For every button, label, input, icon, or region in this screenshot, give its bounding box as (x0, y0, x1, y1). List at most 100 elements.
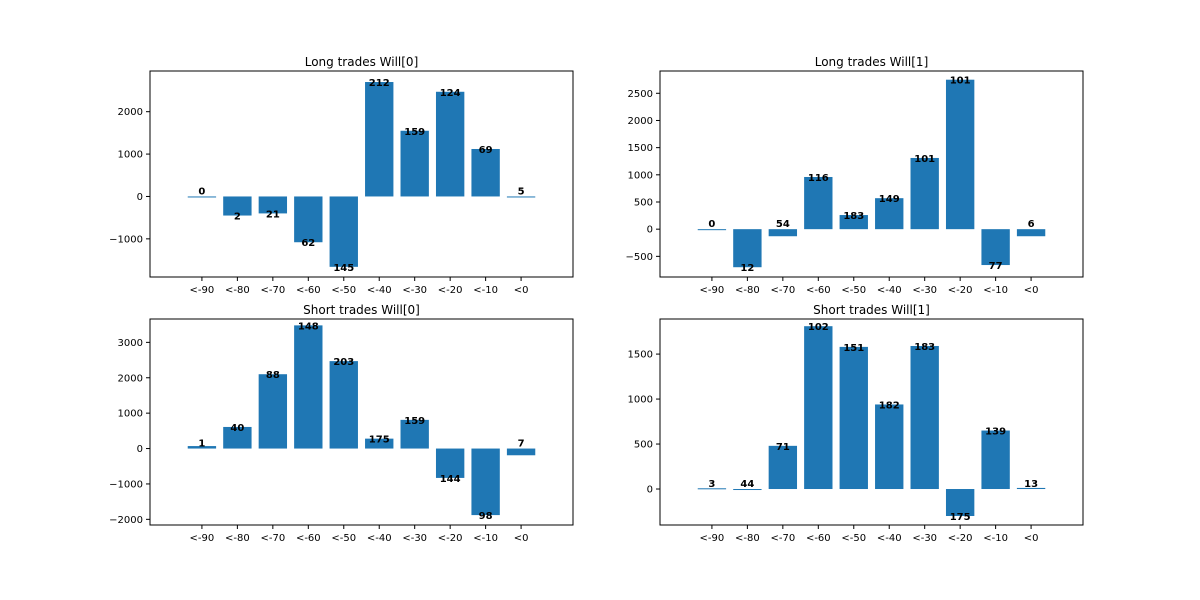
data-label: 77 (989, 261, 1003, 272)
data-label: 62 (301, 238, 315, 249)
data-label: 71 (776, 442, 790, 453)
data-label: 212 (369, 78, 390, 89)
data-label: 7 (518, 439, 525, 450)
x-tick-label: <-80 (225, 533, 250, 544)
x-tick-label: <-60 (296, 285, 321, 296)
y-tick-label: 1500 (628, 350, 653, 361)
bar-<-80 (733, 489, 762, 491)
y-tick-label: −1000 (109, 234, 143, 245)
bar-<-60 (804, 176, 833, 230)
x-tick-label: <-70 (770, 285, 795, 296)
y-tick-label: 1500 (628, 143, 653, 154)
y-tick-label: 1000 (628, 170, 653, 181)
subplot-short-will1: Short trades Will[1] 3 44 71 102 151 182 183 175… (628, 303, 1084, 544)
data-label: 175 (369, 435, 390, 446)
bar-<-50 (839, 346, 868, 490)
y-tick-label: 2000 (118, 373, 143, 384)
bar-<-60 (294, 325, 323, 449)
data-label: 159 (404, 416, 425, 427)
data-label: 40 (230, 423, 244, 434)
y-tick-label: 1000 (628, 395, 653, 406)
bar-<-70 (768, 445, 798, 490)
data-label: 151 (843, 343, 864, 354)
y-tick-label: 2500 (628, 89, 653, 100)
y-tick-label: 3000 (118, 338, 143, 349)
bar-<-90 (187, 446, 217, 449)
subplot-short-will0: Short trades Will[0] 1 40 88 148 203 175 159 144… (109, 303, 574, 544)
axes-frame (149, 70, 574, 278)
bar-<-30 (400, 130, 429, 197)
bar-<-90 (697, 488, 727, 490)
bar-<-20 (945, 79, 975, 230)
data-label: 159 (404, 127, 425, 138)
bar-<-50 (839, 215, 868, 230)
bar-<-20 (435, 91, 465, 197)
bar-<-40 (365, 438, 394, 449)
bar-<-80 (223, 196, 252, 216)
data-label: 5 (518, 186, 525, 197)
bar-<-70 (768, 229, 798, 237)
data-label: 175 (950, 512, 971, 523)
x-tick-label: <-30 (402, 533, 427, 544)
bar-<0 (506, 448, 536, 456)
axes-frame (149, 318, 574, 526)
data-label: 183 (843, 211, 864, 222)
data-label: 69 (479, 145, 493, 156)
x-tick-label: <-40 (877, 533, 902, 544)
y-tick-label: −1000 (109, 479, 143, 490)
x-tick-label: <-80 (735, 285, 760, 296)
y-tick-label: 0 (647, 225, 653, 236)
bar-<-20 (945, 489, 975, 517)
x-tick-label: <-20 (948, 285, 973, 296)
bar-<-90 (697, 229, 727, 231)
data-label: 203 (333, 357, 354, 368)
y-tick-label: 0 (647, 485, 653, 496)
y-tick-label: 0 (137, 192, 143, 203)
bar-<-70 (258, 374, 288, 449)
data-label: 148 (298, 321, 319, 332)
chart-title: Short trades Will[0] (303, 303, 420, 317)
axes-frame (659, 70, 1084, 278)
y-tick-label: 2000 (118, 107, 143, 118)
x-tick-label: <-30 (912, 533, 937, 544)
bar-<-70 (258, 196, 288, 214)
x-tick-label: <-70 (770, 533, 795, 544)
data-label: 21 (266, 209, 280, 220)
data-label: 0 (198, 186, 205, 197)
x-tick-label: <-70 (260, 285, 285, 296)
x-tick-label: <0 (514, 533, 529, 544)
axes-frame (659, 318, 1084, 526)
data-label: 13 (1024, 479, 1038, 490)
x-tick-label: <-90 (700, 533, 725, 544)
bar-<-10 (981, 229, 1010, 266)
bar-<0 (506, 196, 536, 198)
x-tick-label: <-20 (438, 285, 463, 296)
data-label: 149 (879, 194, 900, 205)
x-tick-label: <-10 (473, 285, 498, 296)
y-tick-label: 1000 (118, 409, 143, 420)
x-tick-label: <0 (514, 285, 529, 296)
x-tick-label: <-90 (190, 533, 215, 544)
x-tick-label: <0 (1024, 285, 1039, 296)
data-label: 6 (1028, 219, 1035, 230)
x-tick-label: <-60 (296, 533, 321, 544)
bar-<-30 (400, 419, 429, 449)
data-label: 98 (479, 511, 493, 522)
bar-<-30 (910, 157, 939, 230)
bar-<-80 (223, 426, 252, 449)
x-tick-label: <-10 (473, 533, 498, 544)
bar-<-50 (329, 361, 358, 449)
subplot-long-will0: Long trades Will[0] 0 2 21 62 145 212 159 124 69 5… (109, 55, 574, 296)
data-label: 139 (985, 427, 1006, 438)
x-tick-label: <-50 (331, 285, 356, 296)
x-tick-label: <-50 (841, 285, 866, 296)
data-label: 183 (914, 342, 935, 353)
data-label: 88 (266, 370, 280, 381)
data-label: 1 (198, 439, 205, 450)
chart-title: Short trades Will[1] (813, 303, 930, 317)
bar-<-60 (294, 196, 323, 243)
bar-<-90 (187, 196, 217, 198)
data-label: 44 (740, 479, 754, 490)
data-label: 3 (708, 479, 715, 490)
y-tick-label: 0 (137, 444, 143, 455)
